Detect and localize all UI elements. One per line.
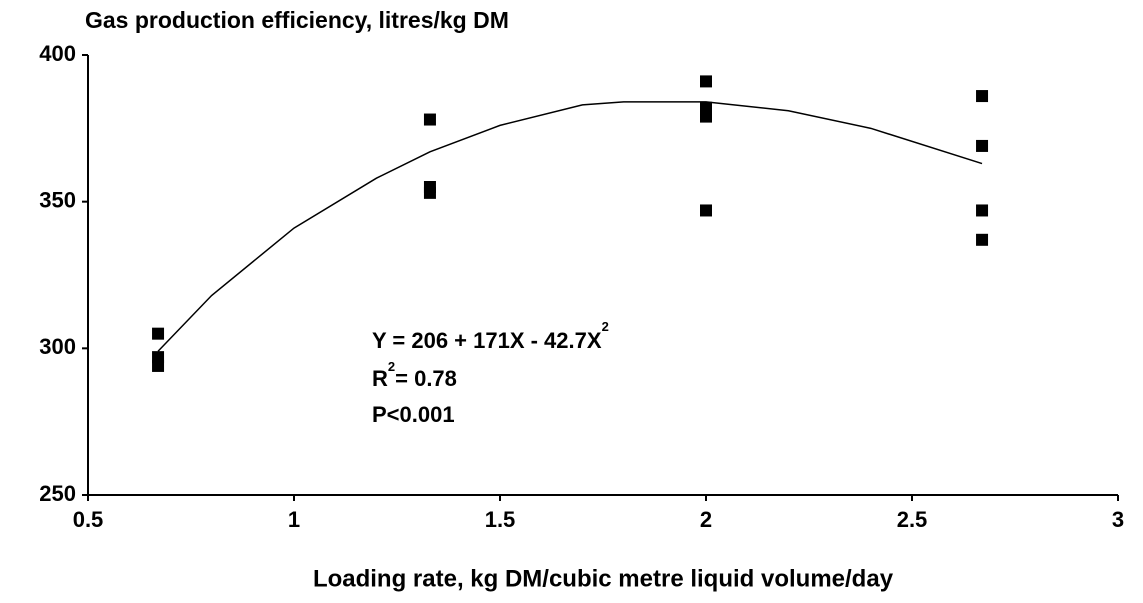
point [152,359,165,372]
point [700,204,712,217]
y-tick-label: 400 [39,41,76,66]
x-tick-label: 2 [700,507,712,532]
point [976,139,989,152]
p-value: P<0.001 [372,402,455,427]
chart-title: Gas production efficiency, litres/kg DM [85,7,509,33]
x-axis-label: Loading rate, kg DM/cubic metre liquid v… [313,565,894,592]
r-sup: 2 [388,359,395,374]
point [976,90,989,103]
point [976,204,989,217]
x-tick-label: 2.5 [897,507,928,532]
x-tick-label: 3 [1112,507,1124,532]
x-tick-label: 1.5 [485,507,516,532]
point [976,233,989,246]
equation: Y = 206 + 171X - 42.7X2 [372,319,609,352]
r-value: = 0.78 [395,366,457,391]
equation-sup: 2 [602,319,609,334]
y-tick-label: 350 [39,187,76,212]
point [423,186,436,199]
point [152,327,165,340]
x-tick-label: 0.5 [73,507,104,532]
point [423,113,436,126]
point [700,110,712,123]
annotation: Y = 206 + 171X - 42.7X2 R2= 0.78 P<0.001 [372,319,609,426]
fit-curve [157,101,983,352]
y-tick-label: 250 [39,481,76,506]
y-tick-label: 300 [39,334,76,359]
equation-text: Y = 206 + 171X - 42.7X [372,328,602,353]
r-squared: R2= 0.78 [372,359,457,390]
r-base: R [372,366,388,391]
point [700,75,712,88]
x-tick-label: 1 [288,507,300,532]
